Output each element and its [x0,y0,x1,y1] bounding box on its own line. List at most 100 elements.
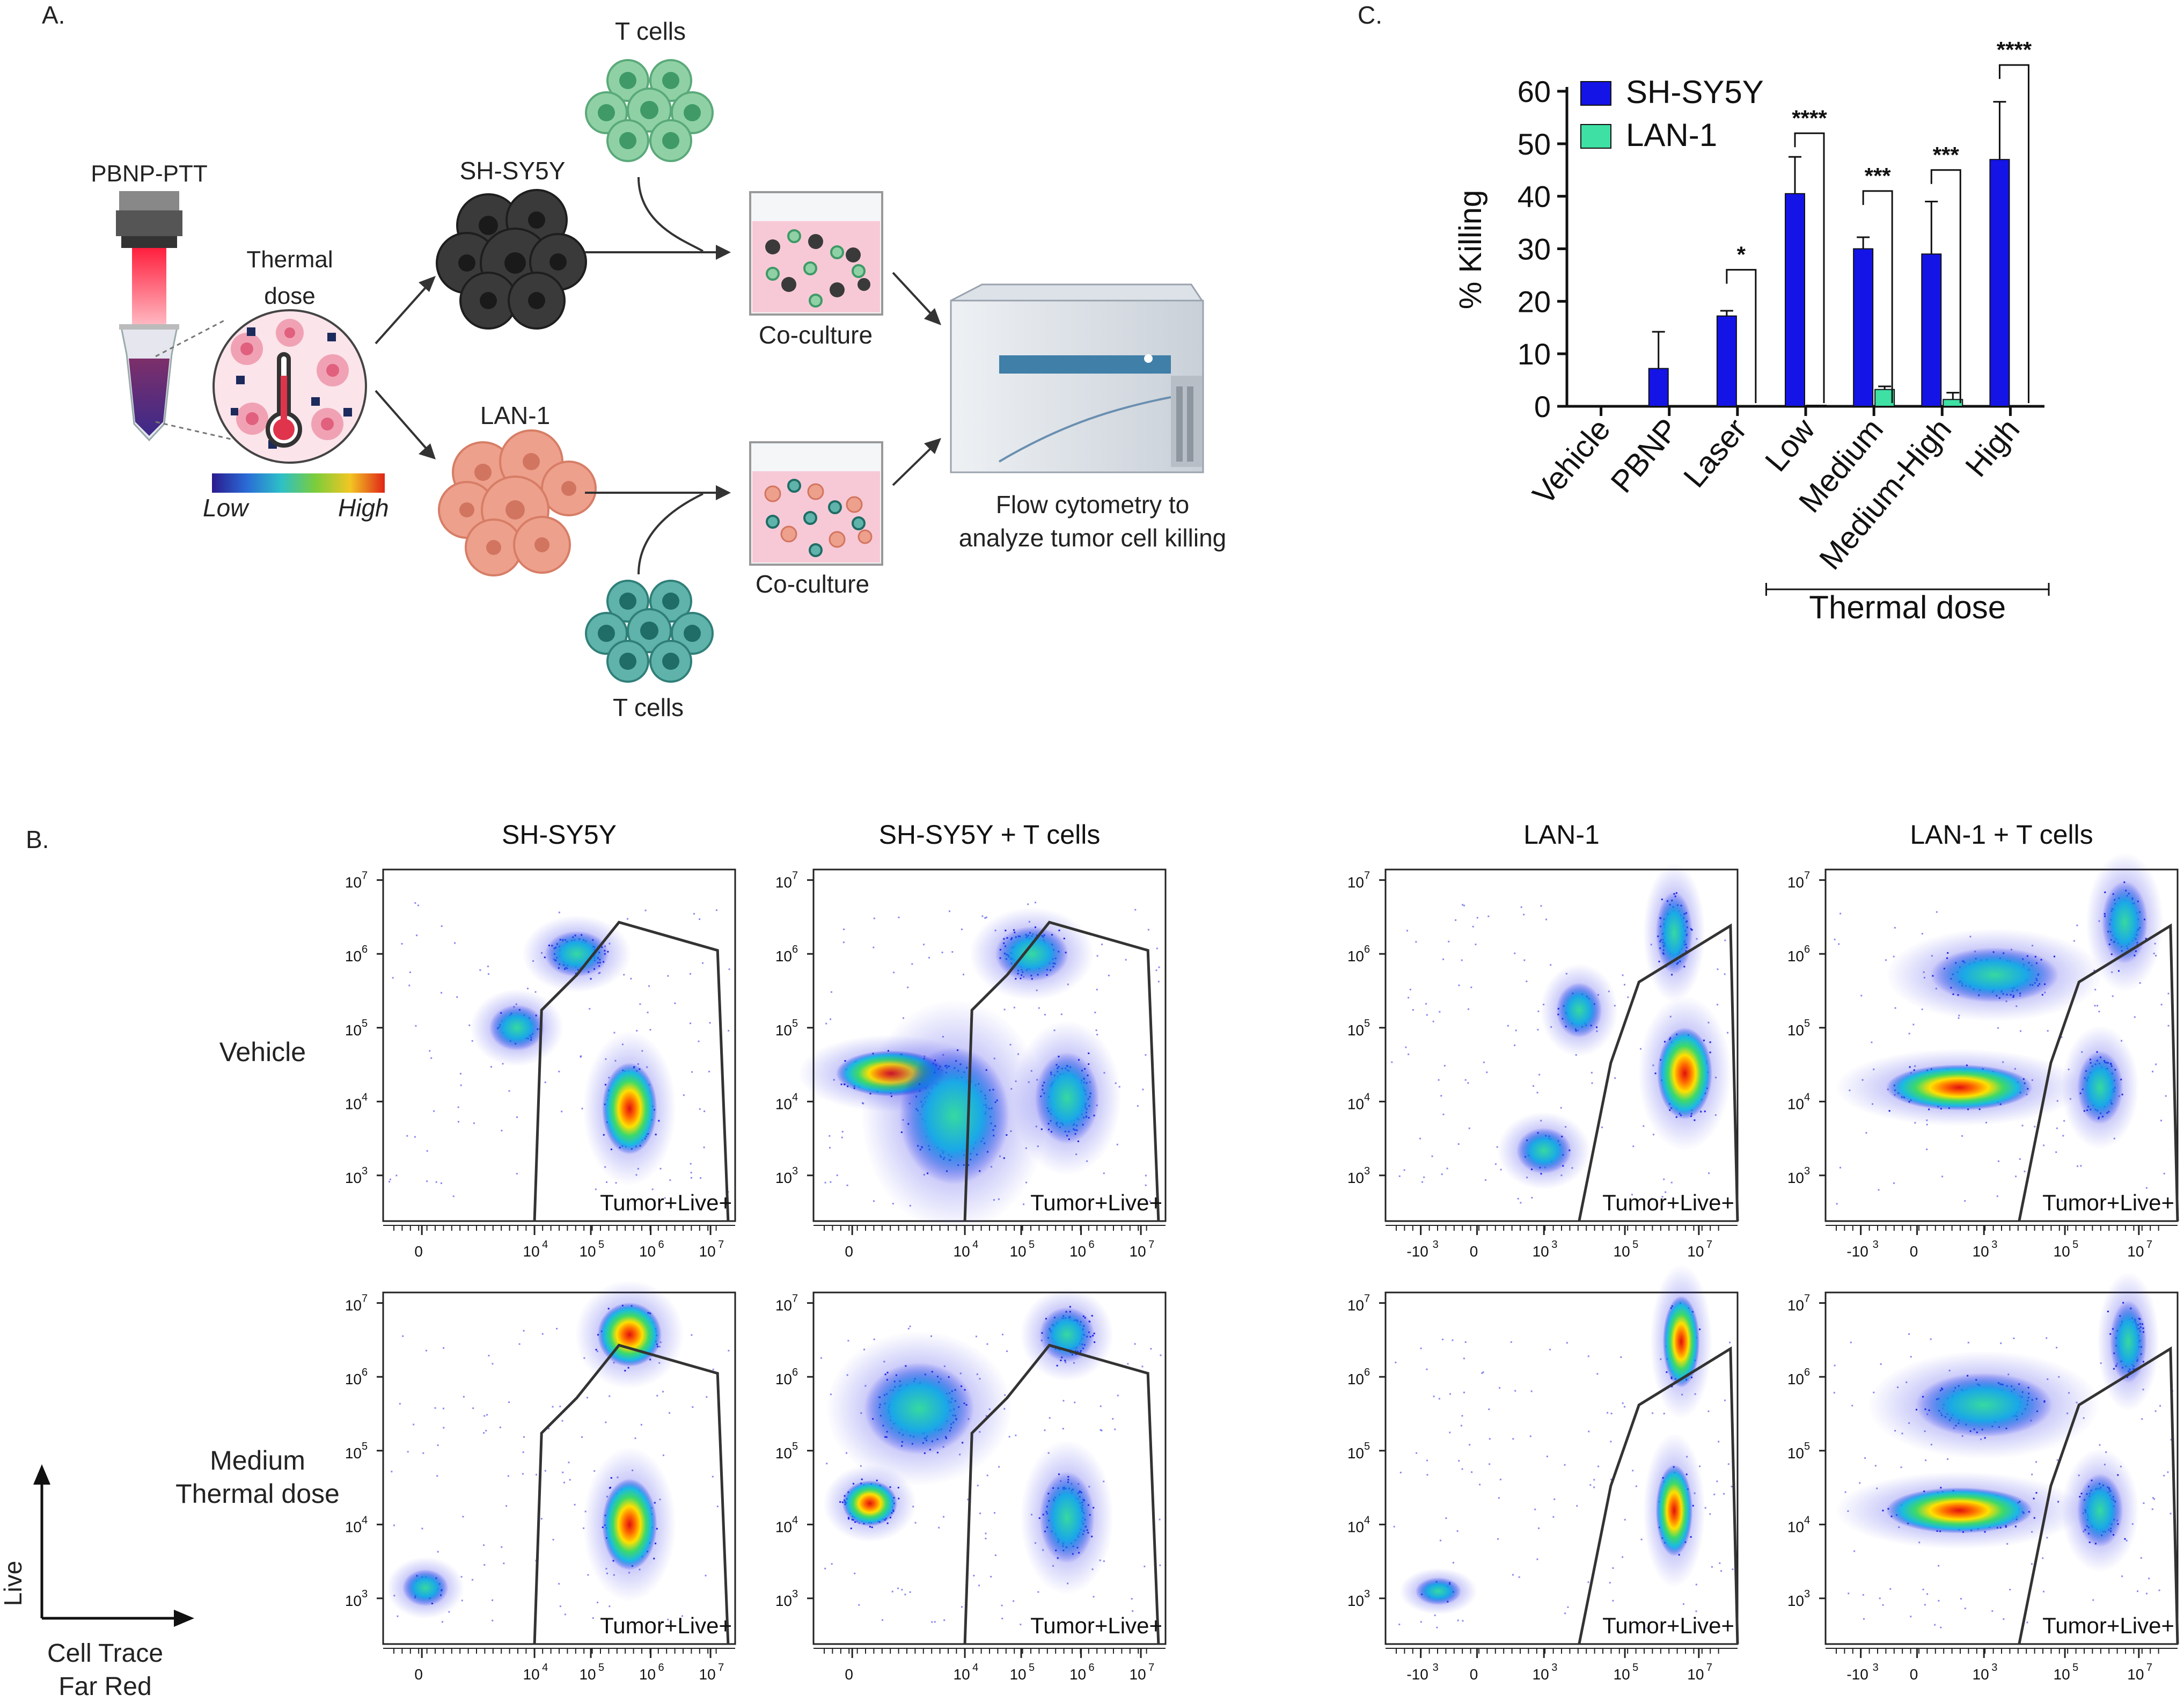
event-dot [610,1477,612,1479]
event-dot [715,909,717,911]
event-dot [1020,1624,1022,1626]
y-tick-base: 10 [345,1518,362,1535]
event-dot [1494,1163,1497,1165]
event-dot [1654,1072,1657,1075]
event-dot [559,1405,561,1407]
event-dot [605,1421,607,1423]
event-dot [644,909,647,911]
event-dot [1044,1013,1046,1016]
event-dot [1614,1077,1616,1079]
event-dot [854,1572,856,1574]
event-dot [1144,1565,1146,1567]
event-dot [561,1111,563,1113]
event-dot [1037,1591,1039,1593]
event-dot [1145,1184,1147,1186]
event-dot [1457,1143,1460,1145]
event-dot [1134,909,1137,911]
event-dot [700,1177,702,1179]
event-dot [1446,1167,1448,1170]
legend-swatch-sh-sy5y [1580,81,1611,106]
legend-label: LAN-1 [1626,117,1717,153]
event-dot [659,1167,662,1170]
gate-label: Tumor+Live+ [2042,1190,2174,1215]
event-dot [1001,1604,1003,1606]
gate-label: Tumor+Live+ [600,1190,732,1215]
event-dot [2160,1120,2162,1122]
event-dot [655,1543,657,1545]
x-tick-base: 10 [523,1243,540,1260]
event-dot [911,963,913,965]
event-dot [1134,1343,1136,1345]
event-dot [468,1024,471,1026]
event-dot [2167,1025,2170,1027]
event-dot [1665,1191,1667,1193]
x-tick-base: 10 [1009,1243,1026,1260]
event-dot [1727,1032,1729,1034]
event-dot [1941,1175,1944,1178]
event-dot [471,1579,473,1581]
event-dot [604,1084,606,1086]
event-dot [2063,1120,2065,1122]
event-dot [1108,974,1110,976]
event-dot [595,1188,597,1190]
event-dot [1996,1195,1998,1197]
event-dot [606,1181,608,1183]
significance-label: **** [1997,37,2032,62]
event-dot [2041,994,2043,996]
event-dot [1442,1113,1445,1115]
x-tick-label: PBNP [1604,412,1685,500]
event-dot [1044,1429,1046,1431]
event-dot [1038,1007,1040,1009]
event-dot [1709,1041,1711,1043]
population-core [402,1569,449,1606]
event-dot [943,1619,946,1621]
event-dot [2021,1124,2024,1127]
x-tick-base: 10 [523,1666,540,1683]
event-dot [1926,1148,1928,1150]
event-dot [487,965,489,967]
event-dot [873,946,875,948]
event-dot [1538,1073,1541,1076]
event-dot [414,902,416,904]
event-dot [1921,933,1923,935]
flow-plot-sh-medium: Tumor+Live+10 310 410 510 610 70 10 4 10 5 10 6 10 7 [345,1280,736,1683]
y-tick-exp: 7 [1804,870,1810,882]
population-core [602,1479,657,1570]
y-tick-exp: 6 [1804,944,1810,955]
event-dot [852,1482,854,1485]
event-dot [1013,1600,1015,1602]
event-dot [461,1599,463,1602]
event-dot [2061,1200,2063,1202]
event-dot [552,1406,554,1408]
event-dot [1486,1071,1488,1073]
event-dot [1523,914,1525,916]
event-dot [1839,912,1842,915]
event-dot [2097,1005,2099,1007]
x-tick-base: 10 [1973,1243,1989,1260]
event-dot [1027,903,1029,905]
thermal-dose-label-line2: dose [264,283,315,309]
event-dot [609,1605,611,1608]
event-dot [634,1437,636,1440]
event-dot [841,1130,844,1133]
event-dot [692,1406,694,1408]
event-dot [1100,1429,1102,1431]
event-dot [2034,1126,2036,1128]
x-tick-exp: 6 [658,1239,664,1251]
event-dot [2145,938,2147,940]
significance-label: *** [1933,142,1960,167]
event-dot [463,1396,465,1398]
event-dot [1100,1405,1102,1407]
event-dot [985,1532,987,1535]
population-core [1886,1064,2033,1111]
event-dot [492,1599,494,1601]
event-dot [1423,1176,1425,1178]
sh-sy5y-cells-icon [436,189,587,330]
event-dot [1894,926,1896,929]
event-dot [1157,981,1160,983]
scale-low-label: Low [203,494,250,522]
column-title: SH-SY5Y + T cells [879,820,1101,850]
event-dot [2167,992,2170,995]
event-dot [1013,1006,1015,1009]
